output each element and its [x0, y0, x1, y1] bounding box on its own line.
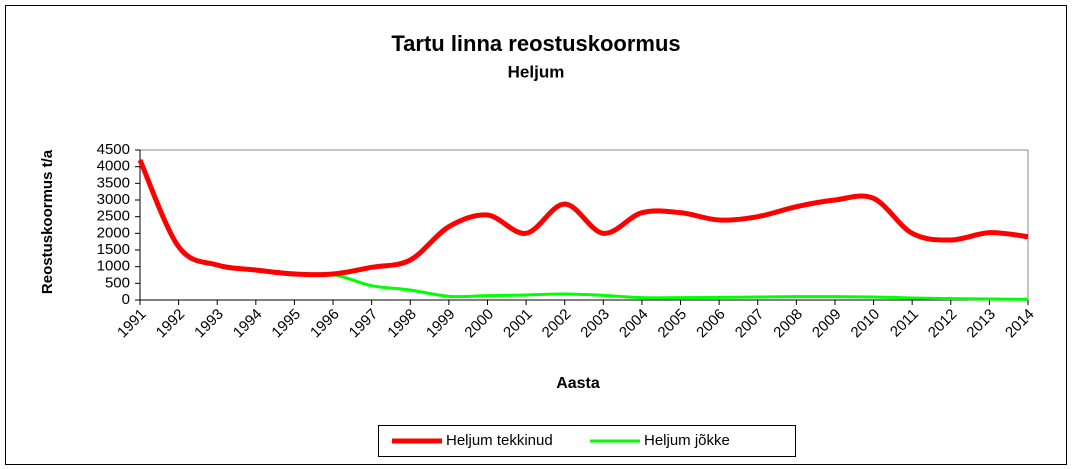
legend-label: Heljum jõkke	[644, 432, 730, 449]
y-tick-label: 2000	[97, 224, 130, 241]
chart-border	[5, 5, 1067, 465]
y-tick-label: 3500	[97, 174, 130, 191]
y-tick-label: 2500	[97, 208, 130, 225]
y-axis-label: Reostuskoormus t/a	[39, 149, 56, 294]
y-tick-label: 500	[105, 274, 130, 291]
y-tick-label: 4000	[97, 158, 130, 175]
y-tick-label: 4500	[97, 141, 130, 158]
data-line	[137, 158, 1029, 278]
y-tick-label: 0	[122, 291, 130, 308]
x-axis-label: Aasta	[556, 375, 600, 392]
chart-subtitle: Heljum	[508, 62, 565, 81]
legend	[378, 425, 796, 457]
y-tick-label: 1000	[97, 258, 130, 275]
y-tick-label: 1500	[97, 241, 130, 258]
legend-label: Heljum tekkinud	[446, 432, 553, 449]
chart-title: Tartu linna reostuskoormus	[391, 31, 680, 56]
y-tick-label: 3000	[97, 191, 130, 208]
